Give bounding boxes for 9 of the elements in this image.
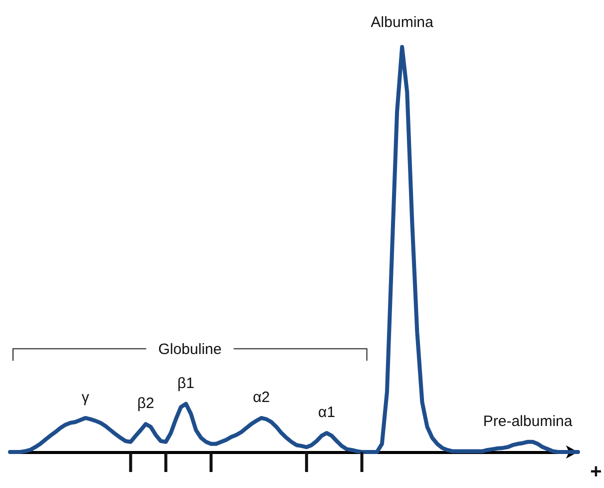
annotation: α1 — [318, 404, 336, 421]
annotation: β1 — [177, 374, 194, 392]
annotation: Pre-albumina — [483, 412, 573, 430]
annotation: Globuline — [158, 340, 222, 358]
text: Albumina — [370, 14, 434, 31]
text: + — [590, 461, 602, 483]
annotation: β2 — [137, 395, 154, 412]
annotation: γ — [82, 388, 90, 406]
annotation: α2 — [252, 388, 270, 406]
